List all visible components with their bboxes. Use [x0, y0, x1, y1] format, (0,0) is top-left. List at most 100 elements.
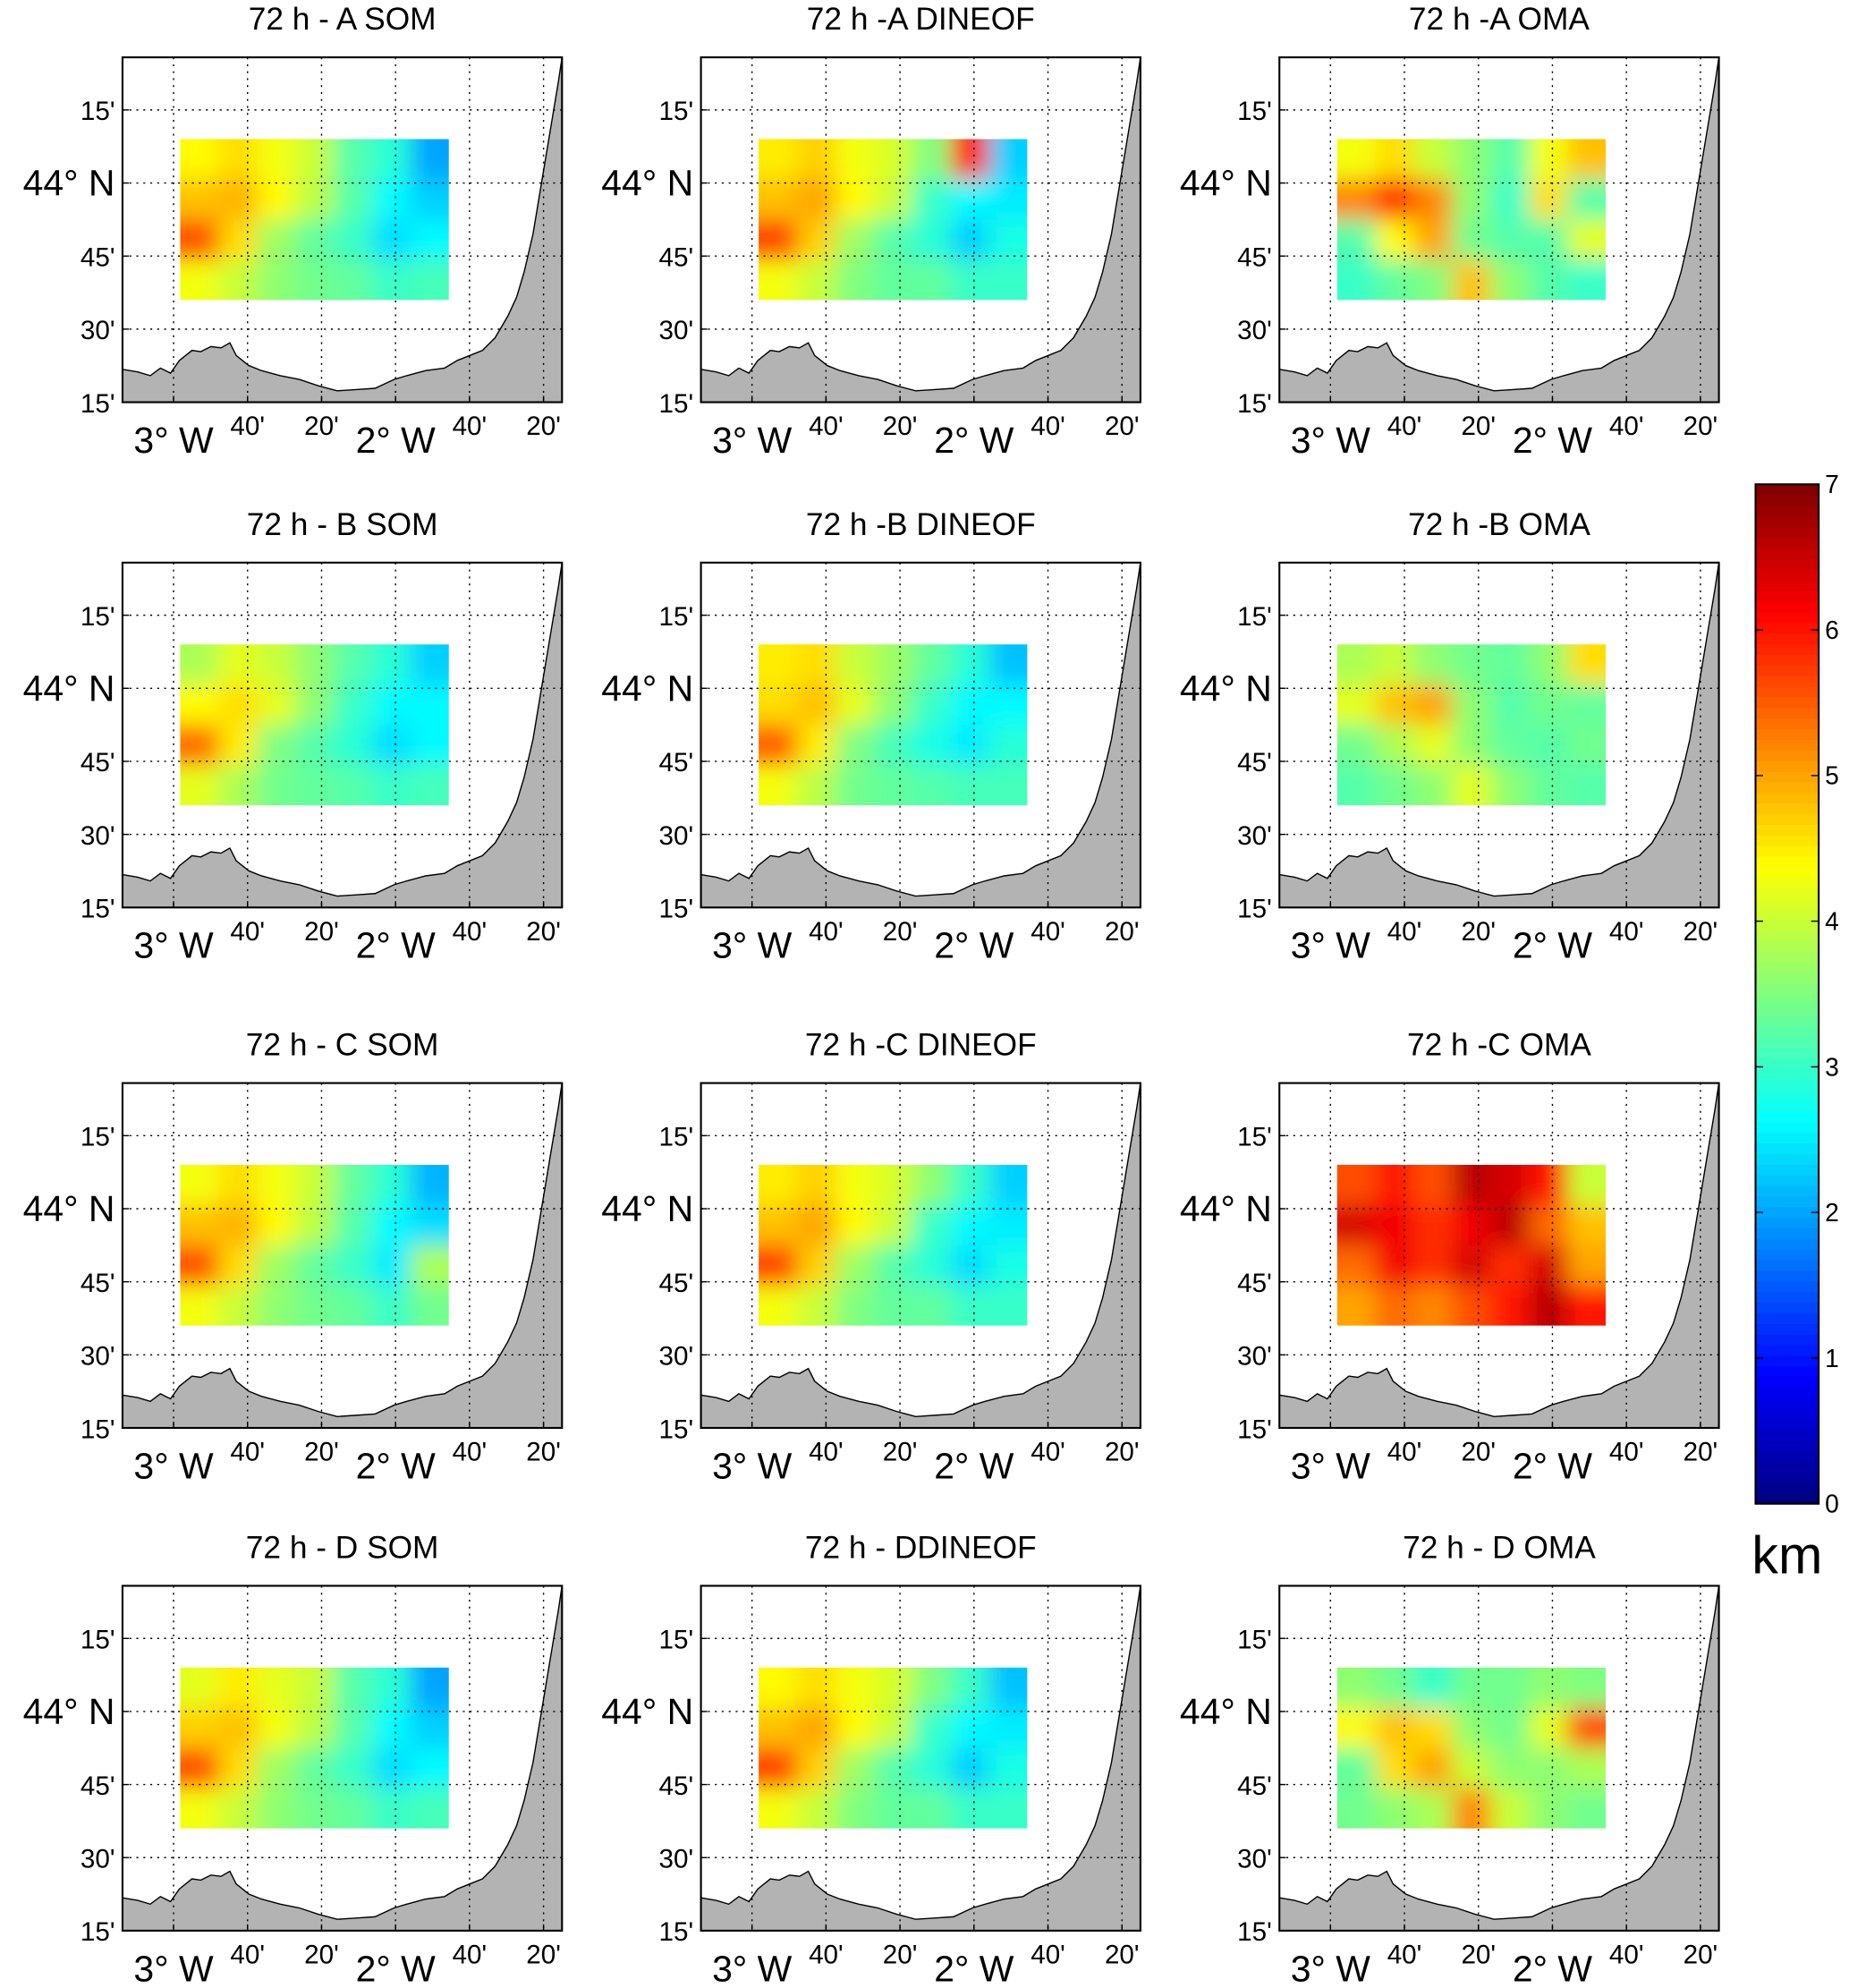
field-cell [295, 259, 335, 301]
field-cell [295, 1788, 335, 1829]
field-cell [295, 644, 335, 685]
x-tick-label: 40' [230, 917, 265, 947]
y-tick-label: 30' [1237, 821, 1272, 851]
field-cells [1336, 644, 1607, 805]
field-cell [1336, 1285, 1377, 1326]
field-cell [334, 219, 373, 260]
field-cell [835, 259, 875, 301]
field-cell [1452, 219, 1492, 260]
field-cell [912, 725, 952, 766]
field-cell [873, 765, 913, 805]
field-cell [334, 1204, 373, 1246]
colorbar-band [1755, 1078, 1819, 1091]
x-tick-label: 2° W [934, 925, 1014, 966]
field-cell [988, 1164, 1028, 1206]
field-cell [371, 1747, 411, 1789]
colorbar-band [1755, 940, 1819, 953]
colorbar-band [1755, 1153, 1819, 1165]
field-cell [1529, 1245, 1568, 1287]
x-tick-label: 40' [809, 917, 844, 947]
field-cell [1413, 1788, 1454, 1829]
x-tick-label: 2° W [356, 925, 437, 966]
colorbar-band [1755, 1163, 1819, 1176]
field-cell [759, 765, 798, 805]
field-cell [1490, 725, 1530, 766]
field-cell [1567, 1707, 1607, 1749]
panel-title: 72 h - C SOM [246, 1027, 439, 1062]
x-tick-label: 20' [304, 1438, 339, 1467]
field-cell [410, 1204, 449, 1246]
field-cell [797, 1788, 836, 1829]
field-cell [950, 139, 990, 181]
colorbar-band [1755, 781, 1819, 794]
colorbar-band [1755, 633, 1819, 645]
field-cell [1336, 139, 1377, 181]
panel-title: 72 h -C OMA [1407, 1027, 1591, 1062]
x-tick-label: 20' [1684, 412, 1718, 441]
colorbar-tick-label: 5 [1825, 761, 1839, 790]
colorbar-band [1755, 654, 1819, 666]
field-cell [371, 219, 411, 260]
field-cell [410, 684, 449, 726]
field-cell [1452, 179, 1492, 221]
field-cell [759, 179, 798, 221]
field-cell [257, 725, 296, 766]
field-cell [180, 1204, 220, 1246]
map-panel: 3° W 40' 20' 2° W 40' 20' 15' 30' 45' 44° N 15' 72 … [1180, 2, 1720, 461]
field-cell [257, 1164, 296, 1206]
y-tick-label: 44° N [1180, 163, 1272, 204]
y-tick-label: 30' [659, 316, 694, 345]
y-tick-label: 45' [81, 1771, 115, 1801]
y-tick-label: 30' [1237, 1342, 1272, 1372]
y-tick-label: 15' [81, 602, 115, 632]
field-cell [759, 725, 798, 766]
field-cell [218, 765, 258, 805]
field-cell [1490, 219, 1530, 260]
field-cell [950, 179, 990, 221]
field-cell [1413, 1164, 1454, 1206]
field-cell [257, 1204, 296, 1246]
field-cell [1336, 644, 1377, 685]
field-cell [912, 1245, 952, 1287]
colorbar-frame [1754, 483, 1820, 1505]
panel-title: 72 h -A OMA [1409, 2, 1590, 37]
x-tick-label: 20' [526, 412, 561, 441]
colorbar-tick-label: 3 [1825, 1052, 1839, 1081]
colorbar-band [1755, 548, 1819, 560]
field [759, 644, 1028, 805]
colorbar-label: km [1751, 1525, 1822, 1584]
x-tick-label: 3° W [133, 420, 214, 461]
field-cell [371, 765, 411, 805]
field-cell [218, 1164, 258, 1206]
field-cell [797, 1285, 836, 1326]
field [180, 1164, 449, 1326]
map-panel: 3° W 40' 20' 2° W 40' 20' 15' 30' 45' 44° N 15' 72 … [601, 1530, 1141, 1988]
field-cell [1375, 765, 1415, 805]
colorbar-band [1755, 1047, 1819, 1059]
field-cell [1452, 644, 1492, 685]
colorbar-band [1755, 1482, 1819, 1494]
field-cell [759, 644, 798, 685]
field-cell [1375, 684, 1415, 726]
field-cell [759, 684, 798, 726]
field-cell [371, 259, 411, 301]
map-panel: 3° W 40' 20' 2° W 40' 20' 15' 30' 45' 44° N 15' 72 … [601, 1027, 1141, 1486]
colorbar: 0 1 2 3 4 5 6 7 km [1751, 470, 1839, 1584]
field-cell [257, 1707, 296, 1749]
field-cell [835, 765, 875, 805]
field-cell [912, 179, 952, 221]
colorbar-band [1755, 1440, 1819, 1452]
field-cell [1529, 1667, 1568, 1709]
field-cell [1490, 1788, 1530, 1829]
y-tick-label: 44° N [601, 1188, 693, 1229]
field-cell [295, 765, 335, 805]
colorbar-band [1755, 665, 1819, 676]
y-tick-label: 45' [81, 748, 115, 777]
field-cell [1375, 1204, 1415, 1246]
x-tick-label: 3° W [712, 1948, 793, 1988]
field-cell [334, 1245, 373, 1287]
x-tick-label: 20' [1461, 412, 1496, 441]
field-cell [1567, 1204, 1607, 1246]
field-cell [1375, 725, 1415, 766]
